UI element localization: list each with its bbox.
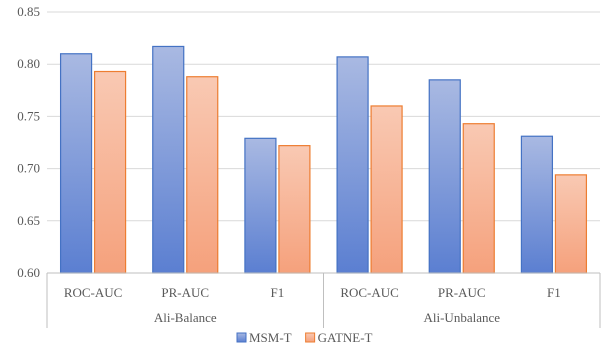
x-category-label: PR-AUC [161, 285, 209, 300]
legend-label: MSM-T [249, 330, 292, 345]
y-tick-label: 0.65 [17, 213, 40, 228]
bar-gatne-t-3 [278, 145, 311, 274]
bars [59, 45, 588, 274]
y-tick-label: 0.80 [17, 56, 40, 71]
bar-gatne-t-5 [462, 123, 495, 274]
y-tick-label: 0.85 [17, 4, 40, 19]
bar-gatne-t-4 [370, 105, 403, 274]
bar-gatne-t-1 [93, 70, 127, 274]
x-category-label: F1 [271, 285, 285, 300]
y-tick-label: 0.70 [17, 161, 40, 176]
x-category-label: F1 [547, 285, 561, 300]
bar-msm-t-5 [428, 79, 461, 274]
x-group-label: Ali-Unbalance [423, 310, 500, 325]
x-category-label: ROC-AUC [64, 285, 123, 300]
bar-gatne-t-2 [186, 76, 219, 274]
bar-msm-t-6 [520, 135, 554, 274]
x-category-label: ROC-AUC [340, 285, 399, 300]
legend-swatch-msm-t [236, 332, 247, 343]
legend: MSM-T GATNE-T [236, 330, 373, 345]
legend-swatch-gatne-t [305, 332, 316, 343]
bar-msm-t-1 [59, 53, 93, 274]
bar-msm-t-3 [244, 137, 277, 274]
bar-gatne-t-6 [554, 174, 588, 274]
x-category-label: PR-AUC [438, 285, 486, 300]
y-axis-ticks: 0.60 0.65 0.70 0.75 0.80 0.85 [17, 4, 40, 280]
x-group-label: Ali-Balance [154, 310, 217, 325]
bar-msm-t-2 [152, 45, 185, 274]
y-tick-label: 0.75 [17, 108, 40, 123]
gridlines [47, 11, 600, 274]
bar-msm-t-4 [336, 56, 369, 274]
y-tick-label: 0.60 [17, 265, 40, 280]
x-axis: ROC-AUC PR-AUC F1 ROC-AUC PR-AUC F1 Ali-Balanc… [46, 272, 601, 328]
legend-label: GATNE-T [318, 330, 373, 345]
